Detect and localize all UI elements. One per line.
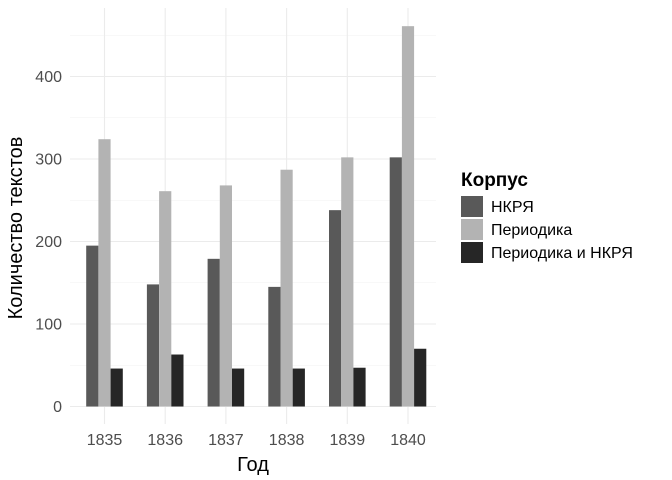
bar [414,348,427,407]
bar [146,284,160,407]
bar [207,258,220,407]
x-tick-label: 1839 [330,432,366,449]
bar [110,368,123,407]
bar [98,139,111,407]
bar [292,368,305,407]
x-axis-title: Год [237,454,269,476]
bar [341,157,354,407]
y-axis-ticks: 0 100 200 300 400 [35,69,62,416]
bar [159,191,172,407]
bar [401,26,415,407]
bar [219,185,232,407]
y-tick-label: 0 [53,399,62,416]
y-tick-label: 300 [35,152,62,169]
x-tick-label: 1840 [390,432,426,449]
bar [268,286,281,407]
bar [353,367,366,407]
legend-key [461,196,483,217]
bar [232,368,245,407]
bars [86,26,427,407]
y-tick-label: 200 [35,234,62,251]
legend-label: Периодика и НКРЯ [491,245,633,262]
x-axis-ticks: 1835 1836 1837 1838 1839 1840 [87,432,426,449]
legend-label: Периодика [491,222,572,239]
bar [389,157,402,407]
grid-lines [70,8,436,424]
x-tick-label: 1836 [147,432,183,449]
x-tick-label: 1835 [87,432,123,449]
x-tick-label: 1837 [208,432,244,449]
legend: Корпус НКРЯ Периодика Периодика и НКРЯ [461,170,633,263]
y-axis-title: Количество текстов [5,137,27,320]
bar [280,169,293,407]
y-tick-label: 100 [35,317,62,334]
bar [329,210,342,407]
bar [86,245,99,407]
legend-key [461,219,483,240]
legend-title: Корпус [461,170,528,191]
bar [171,354,184,407]
y-tick-label: 400 [35,69,62,86]
legend-label: НКРЯ [491,199,534,216]
legend-key [461,242,483,263]
x-tick-label: 1838 [269,432,305,449]
